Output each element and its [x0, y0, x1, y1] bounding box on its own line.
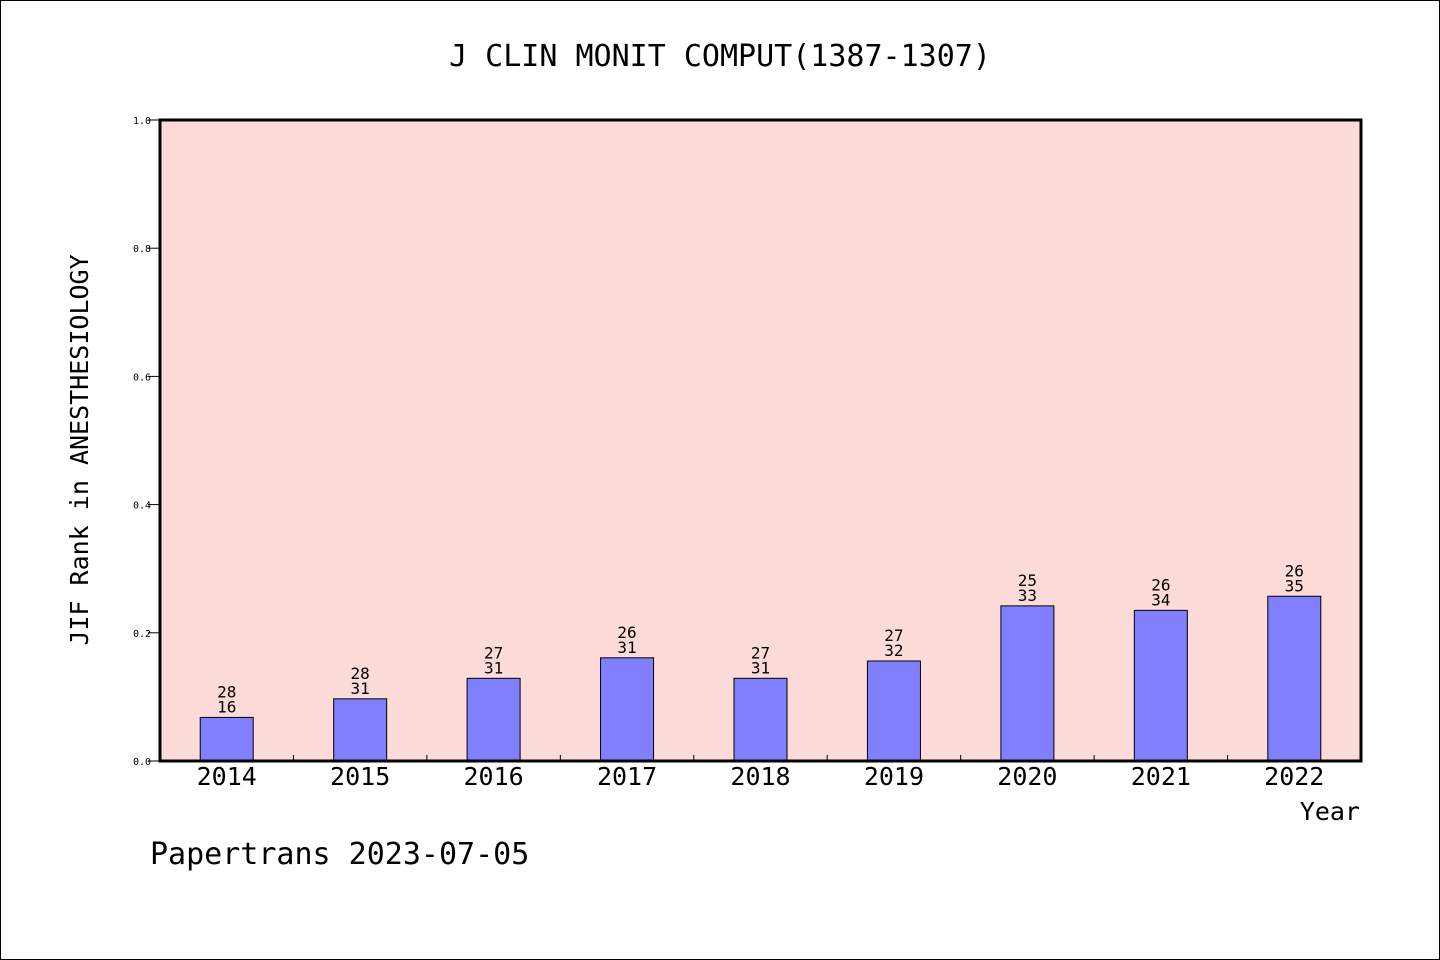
plot-frame	[158, 118, 1363, 763]
x-tick-label: 2016	[464, 762, 524, 791]
y-tick-label: 0.6	[133, 372, 151, 383]
bar	[466, 677, 521, 762]
bar-rank-label: 26	[617, 623, 636, 642]
x-tick-label: 2020	[997, 762, 1057, 791]
bar-rank-label: 26	[1151, 575, 1170, 594]
bar-total-label: 33	[1018, 586, 1037, 605]
x-tick-label: 2022	[1264, 762, 1324, 791]
x-axis-label: Year	[1300, 797, 1360, 826]
bar-total-label: 31	[751, 658, 770, 677]
chart-title: J CLIN MONIT COMPUT(1387-1307)	[449, 39, 991, 74]
x-tick-label: 2014	[197, 762, 257, 791]
x-tick-label: 2021	[1131, 762, 1191, 791]
bar	[1267, 595, 1322, 762]
y-tick-label: 0.0	[133, 757, 151, 768]
x-axis: 2014 2015 2016 2017 2018 2019 2020 2021 2022	[197, 755, 1324, 791]
bar-total-label: 31	[484, 658, 503, 677]
bar-rank-label: 27	[484, 643, 503, 662]
y-tick-label: 0.4	[133, 501, 151, 512]
bar-total-label: 35	[1285, 576, 1304, 595]
bar-rank-label: 28	[217, 682, 236, 701]
bar-total-label: 31	[351, 679, 370, 698]
bar-rank-label: 27	[751, 643, 770, 662]
x-tick-label: 2019	[864, 762, 924, 791]
y-tick-label: 0.8	[133, 244, 151, 255]
footer-text: Papertrans 2023-07-05	[150, 837, 529, 872]
bar-total-label: 32	[884, 641, 903, 660]
bar	[199, 716, 254, 762]
x-tick-label: 2017	[597, 762, 657, 791]
bar-rank-label: 26	[1285, 561, 1304, 580]
bar	[1133, 609, 1188, 762]
y-tick-label: 0.2	[133, 629, 151, 640]
bar	[600, 657, 655, 762]
y-tick-label: 1.0	[133, 116, 151, 127]
bar	[733, 677, 788, 762]
bar-total-label: 31	[617, 638, 636, 657]
bar-rank-label: 28	[351, 664, 370, 683]
bar	[333, 698, 388, 762]
y-axis: 0.0 0.2 0.4 0.6 0.8 1.0	[133, 116, 160, 768]
bar	[1000, 605, 1055, 762]
bar	[866, 660, 921, 762]
x-tick-label: 2015	[330, 762, 390, 791]
y-axis-label: JIF Rank in ANESTHESIOLOGY	[65, 254, 94, 645]
x-tick-label: 2018	[730, 762, 790, 791]
bar-total-label: 16	[217, 697, 236, 716]
bar-rank-label: 25	[1018, 571, 1037, 590]
bar-rank-label: 27	[884, 626, 903, 645]
bar-total-label: 34	[1151, 590, 1170, 609]
